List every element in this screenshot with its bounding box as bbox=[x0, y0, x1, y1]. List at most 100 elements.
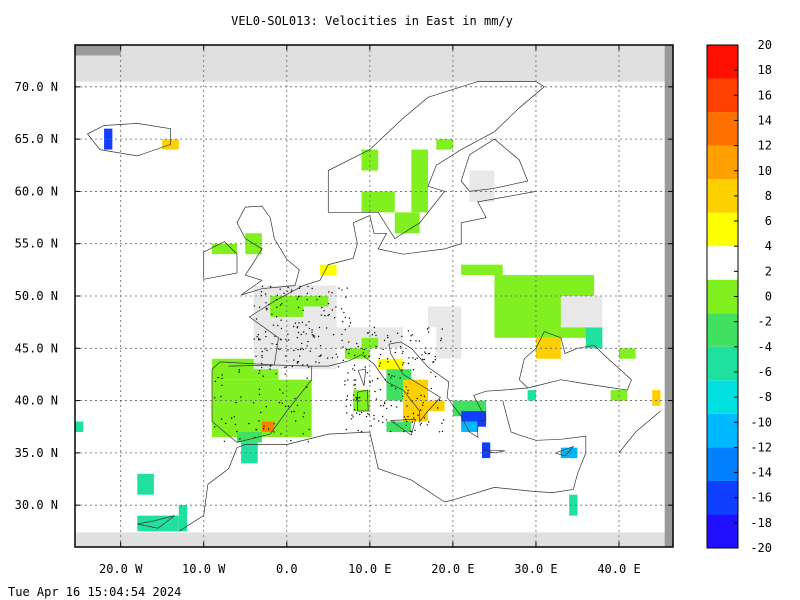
x-tick-label: 20.0 W bbox=[99, 562, 143, 576]
station-dot bbox=[272, 324, 275, 326]
station-dot bbox=[273, 423, 275, 425]
station-dot bbox=[380, 405, 382, 407]
y-tick-label: 70.0 N bbox=[15, 80, 58, 94]
x-tick-label: 10.0 E bbox=[348, 562, 391, 576]
station-dot bbox=[412, 357, 414, 359]
station-dot bbox=[352, 368, 354, 370]
velocity-cell bbox=[569, 494, 578, 516]
station-dot bbox=[318, 362, 320, 364]
station-dot bbox=[327, 314, 329, 317]
station-dot bbox=[328, 313, 330, 316]
station-dot bbox=[353, 399, 355, 401]
station-dot bbox=[255, 428, 257, 431]
colorbar-segment bbox=[707, 514, 738, 548]
station-dot bbox=[293, 349, 295, 352]
station-dot bbox=[291, 289, 293, 291]
station-dot bbox=[259, 370, 261, 372]
velocity-cell bbox=[361, 337, 379, 349]
station-dot bbox=[405, 386, 407, 388]
station-dot bbox=[396, 332, 399, 334]
station-dot bbox=[443, 419, 445, 421]
station-dot bbox=[357, 429, 359, 432]
station-dot bbox=[240, 396, 242, 398]
station-dot bbox=[318, 326, 321, 329]
station-dot bbox=[368, 332, 370, 334]
station-dot bbox=[428, 352, 431, 355]
station-dot bbox=[401, 369, 403, 371]
station-dot bbox=[308, 366, 310, 368]
station-dot bbox=[347, 372, 349, 374]
station-dot bbox=[438, 399, 441, 401]
station-dot bbox=[378, 357, 380, 360]
timestamp: Tue Apr 16 15:04:54 2024 bbox=[8, 585, 182, 599]
y-tick-label: 60.0 N bbox=[15, 184, 58, 198]
station-dot bbox=[326, 357, 329, 359]
coastline bbox=[327, 81, 545, 239]
velocity-cell bbox=[236, 431, 262, 443]
velocity-cell bbox=[261, 421, 275, 432]
station-dot bbox=[440, 337, 443, 340]
station-dot bbox=[221, 377, 223, 380]
station-dot bbox=[299, 348, 302, 351]
station-dot bbox=[348, 341, 350, 343]
station-dot bbox=[295, 420, 297, 422]
station-dot bbox=[275, 373, 277, 375]
station-dot bbox=[401, 335, 403, 338]
station-dot bbox=[287, 349, 289, 351]
station-dot bbox=[337, 366, 340, 368]
station-dot bbox=[394, 351, 396, 354]
coastline bbox=[236, 205, 300, 296]
station-dot bbox=[441, 430, 444, 433]
velocity-cell bbox=[461, 264, 503, 276]
velocity-cell bbox=[469, 170, 495, 202]
station-dot bbox=[287, 405, 290, 407]
station-dot bbox=[305, 333, 307, 335]
station-dot bbox=[296, 361, 299, 363]
station-dot bbox=[341, 333, 343, 336]
station-dot bbox=[302, 309, 304, 312]
station-dot bbox=[354, 354, 356, 357]
x-tick-label: 40.0 E bbox=[597, 562, 640, 576]
station-dot bbox=[220, 395, 222, 398]
velocity-cell bbox=[75, 421, 84, 432]
station-dot bbox=[305, 324, 307, 326]
station-dot bbox=[258, 388, 261, 390]
velocity-cell bbox=[619, 348, 636, 359]
station-dot bbox=[407, 330, 410, 332]
station-dot bbox=[297, 349, 299, 351]
station-dot bbox=[264, 293, 267, 295]
station-dot bbox=[378, 420, 380, 422]
station-dot bbox=[416, 397, 418, 400]
station-dot bbox=[253, 305, 256, 307]
station-dot bbox=[391, 385, 393, 387]
velocity-cell bbox=[212, 243, 237, 255]
station-dot bbox=[302, 364, 304, 366]
station-dot bbox=[265, 302, 267, 304]
station-dot bbox=[383, 402, 386, 405]
station-dot bbox=[296, 404, 299, 407]
station-dot bbox=[214, 397, 216, 399]
station-dot bbox=[409, 339, 412, 342]
station-dot bbox=[287, 286, 289, 289]
station-dot bbox=[284, 355, 287, 357]
masked-area bbox=[75, 45, 673, 82]
station-dot bbox=[434, 359, 436, 361]
station-dot bbox=[354, 379, 357, 381]
station-dot bbox=[297, 306, 300, 309]
station-dot bbox=[311, 331, 313, 333]
station-dot bbox=[402, 350, 404, 352]
station-dot bbox=[311, 329, 313, 331]
station-dot bbox=[271, 343, 273, 345]
station-dot bbox=[354, 388, 356, 390]
station-dot bbox=[382, 421, 384, 424]
station-dot bbox=[415, 340, 417, 342]
station-dot bbox=[371, 334, 374, 336]
colorbar-segment bbox=[707, 45, 738, 79]
station-dot bbox=[362, 352, 364, 354]
station-dot bbox=[417, 414, 419, 416]
colorbar-segment bbox=[707, 279, 738, 314]
station-dot bbox=[343, 311, 345, 314]
station-dot bbox=[306, 292, 309, 295]
station-dot bbox=[341, 339, 343, 342]
